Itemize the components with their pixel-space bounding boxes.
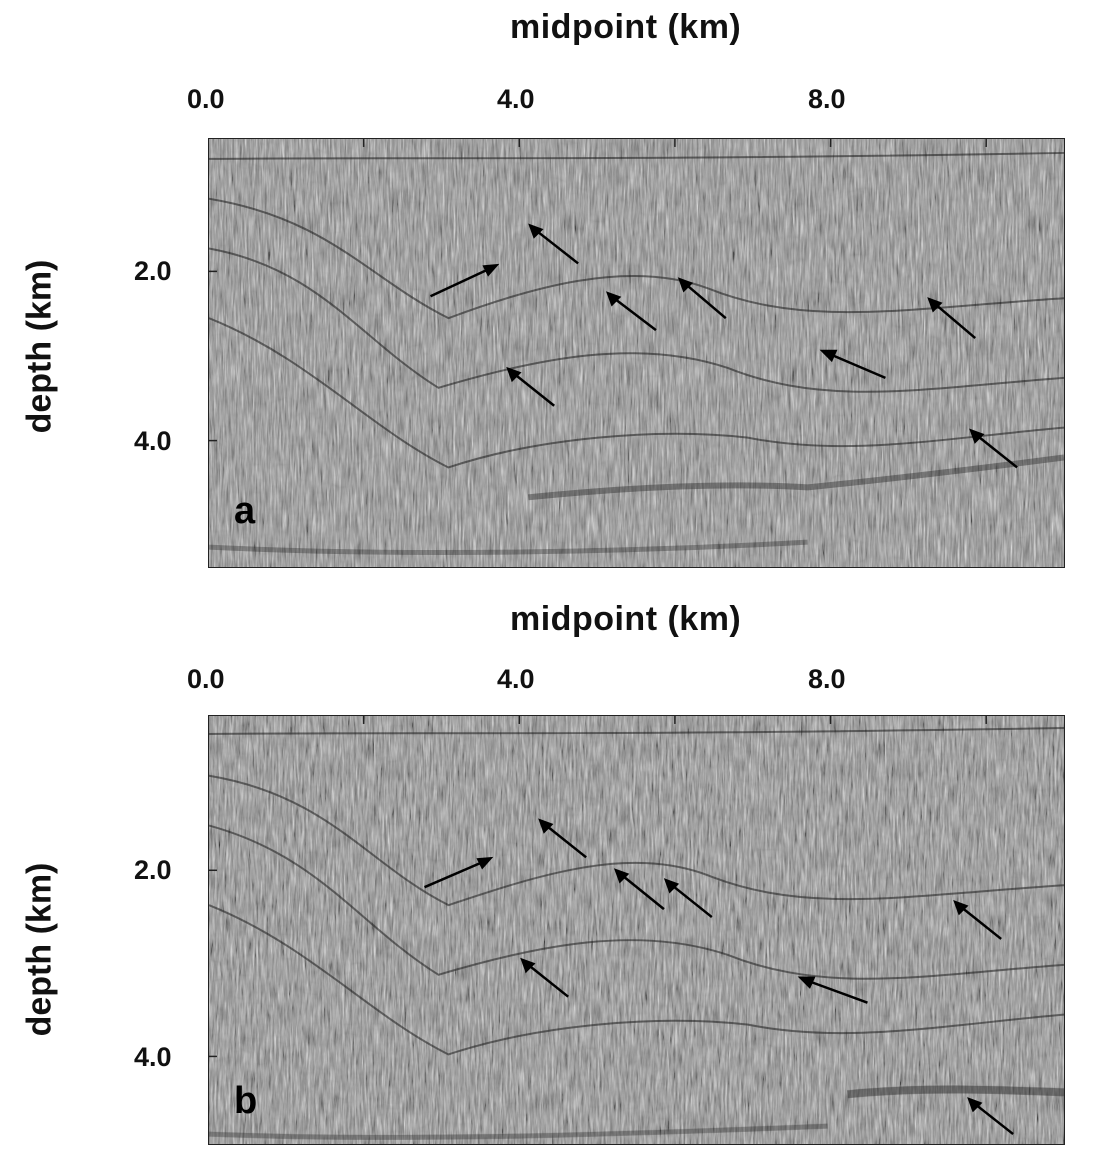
panel-a-seismic-image	[208, 138, 1065, 568]
panel-a-ytick-4: 4.0	[134, 426, 172, 456]
panel-a-reflectors	[209, 151, 1064, 555]
panel-b-reflectors	[209, 726, 1064, 1140]
panel-a-xtick-0: 0.0	[187, 84, 225, 114]
panel-b-seismic-svg	[209, 716, 1064, 1144]
panel-b-xtick-8: 8.0	[808, 664, 846, 694]
panel-b-xtick-0: 0.0	[187, 664, 225, 694]
panel-b-arrows	[424, 818, 1014, 1136]
panel-b-xlabel: midpoint (km)	[510, 600, 742, 638]
panel-a-xtick-8: 8.0	[808, 84, 846, 114]
panel-b-seismic-image	[208, 715, 1065, 1145]
panel-a-arrows	[429, 223, 1018, 469]
panel-a-ytick-2: 2.0	[134, 256, 172, 286]
panel-b-ylabel: depth (km)	[20, 862, 59, 1037]
panel-b-xtick-marks	[362, 716, 987, 724]
panel-b-ytick-2: 2.0	[134, 855, 172, 885]
panel-b-letter: b	[234, 1080, 258, 1122]
panel-a-ytick-marks	[209, 270, 217, 442]
panel-a-xtick-marks	[362, 139, 987, 147]
panel-b-ytick-marks	[209, 869, 217, 1058]
panel-b-ytick-4: 4.0	[134, 1042, 172, 1072]
panel-b-xtick-4: 4.0	[497, 664, 535, 694]
panel-a-xlabel: midpoint (km)	[510, 8, 742, 46]
panel-a-seismic-svg	[209, 139, 1064, 567]
panel-a-ylabel: depth (km)	[20, 259, 59, 434]
panel-a-letter: a	[234, 490, 256, 532]
panel-a-xtick-4: 4.0	[497, 84, 535, 114]
